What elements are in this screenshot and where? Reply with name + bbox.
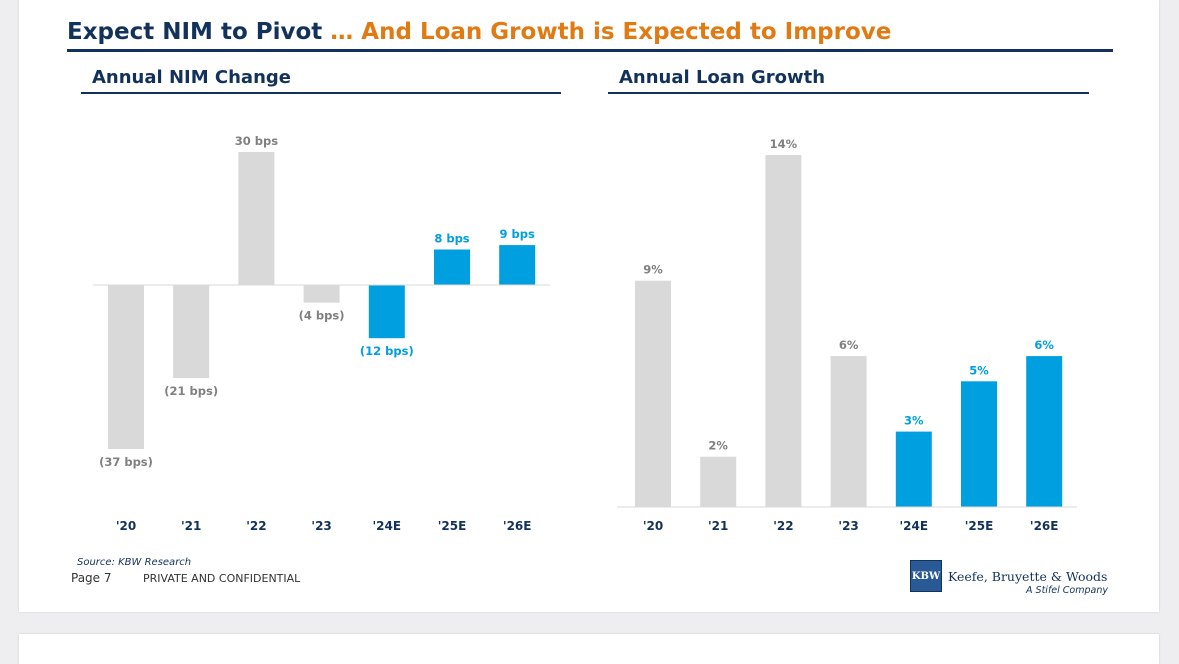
nim-category-label-22: '22 xyxy=(246,519,266,533)
page-number: Page 7 xyxy=(71,571,112,585)
loan-bar-23 xyxy=(830,356,867,507)
loan-growth-chart: 9% '20 2% '21 14% '22 6% '23 3% '24E 5% '25E 6% '26E xyxy=(617,137,1077,533)
nim-category-label-25e: '25E xyxy=(438,519,467,533)
loan-chart-title: Annual Loan Growth xyxy=(619,67,826,88)
slide-title-part1: Expect NIM to Pivot xyxy=(67,19,323,45)
title-rule xyxy=(67,49,1113,52)
nim-value-label-24e: (12 bps) xyxy=(360,344,414,358)
confidential-label: PRIVATE AND CONFIDENTIAL xyxy=(143,572,301,585)
loan-bar-26e xyxy=(1026,356,1063,507)
nim-chart-title: Annual NIM Change xyxy=(92,67,291,88)
loan-value-label-22: 14% xyxy=(770,137,798,151)
loan-chart-rule xyxy=(608,92,1089,94)
loan-bar-21 xyxy=(700,456,737,507)
nim-value-label-20: (37 bps) xyxy=(99,455,153,469)
loan-value-label-26e: 6% xyxy=(1034,338,1054,352)
nim-category-label-20: '20 xyxy=(116,519,136,533)
nim-category-label-26e: '26E xyxy=(503,519,532,533)
slide-title-part2: … And Loan Growth is Expected to Improve xyxy=(330,19,892,45)
loan-bar-24e xyxy=(895,431,932,507)
kbw-logo-tagline: A Stifel Company xyxy=(1026,585,1108,596)
loan-bar-25e xyxy=(961,381,997,507)
kbw-logo-mark: KBW xyxy=(910,560,942,592)
loan-value-label-25e: 5% xyxy=(969,363,989,377)
loan-category-label-24e: '24E xyxy=(900,519,929,533)
nim-category-label-24e: '24E xyxy=(373,519,402,533)
nim-bar-21 xyxy=(173,285,210,379)
loan-value-label-24e: 3% xyxy=(904,414,924,428)
nim-change-chart: (37 bps) '20 (21 bps) '21 30 bps '22 (4 bps) '2… xyxy=(93,134,550,533)
nim-bar-20 xyxy=(108,285,144,449)
nim-value-label-22: 30 bps xyxy=(235,134,278,148)
loan-category-label-20: '20 xyxy=(643,519,663,533)
nim-bar-23 xyxy=(303,285,340,303)
next-slide-page xyxy=(19,634,1159,664)
loan-bar-20 xyxy=(635,280,671,507)
nim-bar-26e xyxy=(499,245,536,285)
nim-bar-24e xyxy=(368,285,405,339)
nim-category-label-21: '21 xyxy=(181,519,201,533)
nim-bar-22 xyxy=(238,152,275,285)
loan-category-label-25e: '25E xyxy=(965,519,994,533)
loan-category-label-22: '22 xyxy=(773,519,793,533)
loan-category-label-26e: '26E xyxy=(1030,519,1059,533)
kbw-logo-name: Keefe, Bruyette & Woods xyxy=(948,569,1108,584)
loan-value-label-23: 6% xyxy=(839,338,859,352)
nim-category-label-23: '23 xyxy=(311,519,331,533)
loan-value-label-20: 9% xyxy=(643,263,663,277)
source-note: Source: KBW Research xyxy=(77,557,192,568)
loan-category-label-21: '21 xyxy=(708,519,728,533)
nim-value-label-21: (21 bps) xyxy=(164,384,218,398)
loan-category-label-23: '23 xyxy=(838,519,858,533)
nim-value-label-26e: 9 bps xyxy=(500,227,535,241)
nim-chart-rule xyxy=(81,92,561,94)
slide-title: Expect NIM to Pivot … And Loan Growth is… xyxy=(67,19,891,45)
nim-bar-25e xyxy=(434,249,470,285)
loan-value-label-21: 2% xyxy=(708,439,728,453)
nim-value-label-23: (4 bps) xyxy=(299,309,345,323)
nim-value-label-25e: 8 bps xyxy=(434,232,469,246)
loan-bar-22 xyxy=(765,155,802,507)
